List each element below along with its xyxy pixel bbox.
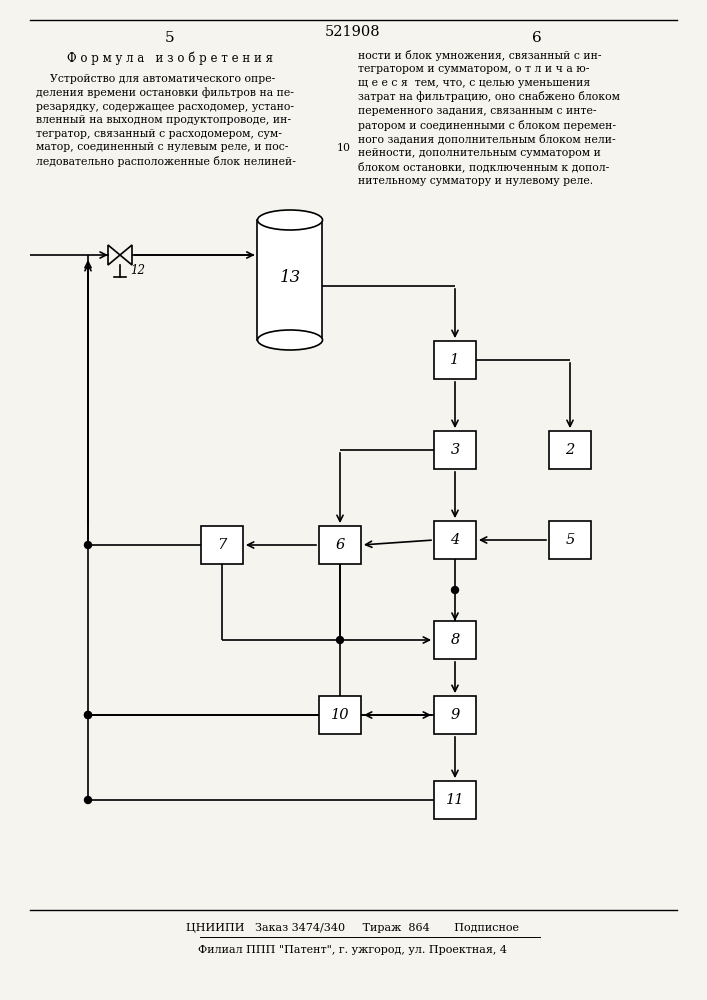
Circle shape [85, 712, 91, 718]
Bar [434, 696, 476, 734]
Text: ности и блок умножения, связанный с ин-
тегратором и сумматором, о т л и ч а ю-
: ности и блок умножения, связанный с ин- … [358, 50, 620, 186]
Bar [434, 341, 476, 379]
Text: 10: 10 [331, 708, 349, 722]
Text: 4: 4 [450, 533, 460, 547]
Ellipse shape [257, 330, 322, 350]
Bar [434, 621, 476, 659]
Ellipse shape [257, 210, 322, 230]
Text: 6: 6 [335, 538, 344, 552]
Text: Ф о р м у л а   и з о б р е т е н и я: Ф о р м у л а и з о б р е т е н и я [67, 51, 273, 65]
Text: 7: 7 [217, 538, 227, 552]
Circle shape [337, 637, 344, 644]
Text: ЦНИИПИ   Заказ 3474/340     Тираж  864       Подписное: ЦНИИПИ Заказ 3474/340 Тираж 864 Подписно… [187, 923, 520, 933]
Bar [434, 431, 476, 469]
Text: 13: 13 [279, 269, 300, 286]
Text: 5: 5 [165, 31, 175, 45]
Bar [434, 521, 476, 559]
Text: Устройство для автоматического опре-
деления времени остановки фильтров на пе-
р: Устройство для автоматического опре- дел… [36, 74, 296, 167]
Text: 5: 5 [566, 533, 575, 547]
Bar [319, 696, 361, 734]
Circle shape [85, 712, 91, 718]
Bar [257, 220, 322, 340]
Bar [319, 526, 361, 564]
Text: 6: 6 [532, 31, 542, 45]
Bar [549, 521, 591, 559]
Text: 10: 10 [337, 143, 351, 153]
Circle shape [85, 542, 91, 548]
Circle shape [85, 796, 91, 804]
Text: 3: 3 [450, 443, 460, 457]
Text: 11: 11 [445, 793, 464, 807]
Text: 2: 2 [566, 443, 575, 457]
Text: 9: 9 [450, 708, 460, 722]
Text: Филиал ППП "Патент", г. ужгород, ул. Проектная, 4: Филиал ППП "Патент", г. ужгород, ул. Про… [199, 945, 508, 955]
Bar [201, 526, 243, 564]
Text: 1: 1 [450, 353, 460, 367]
Text: 8: 8 [450, 633, 460, 647]
Bar [434, 781, 476, 819]
Text: 521908: 521908 [325, 25, 381, 39]
Bar [549, 431, 591, 469]
Text: 12: 12 [130, 264, 145, 277]
Circle shape [452, 586, 459, 593]
